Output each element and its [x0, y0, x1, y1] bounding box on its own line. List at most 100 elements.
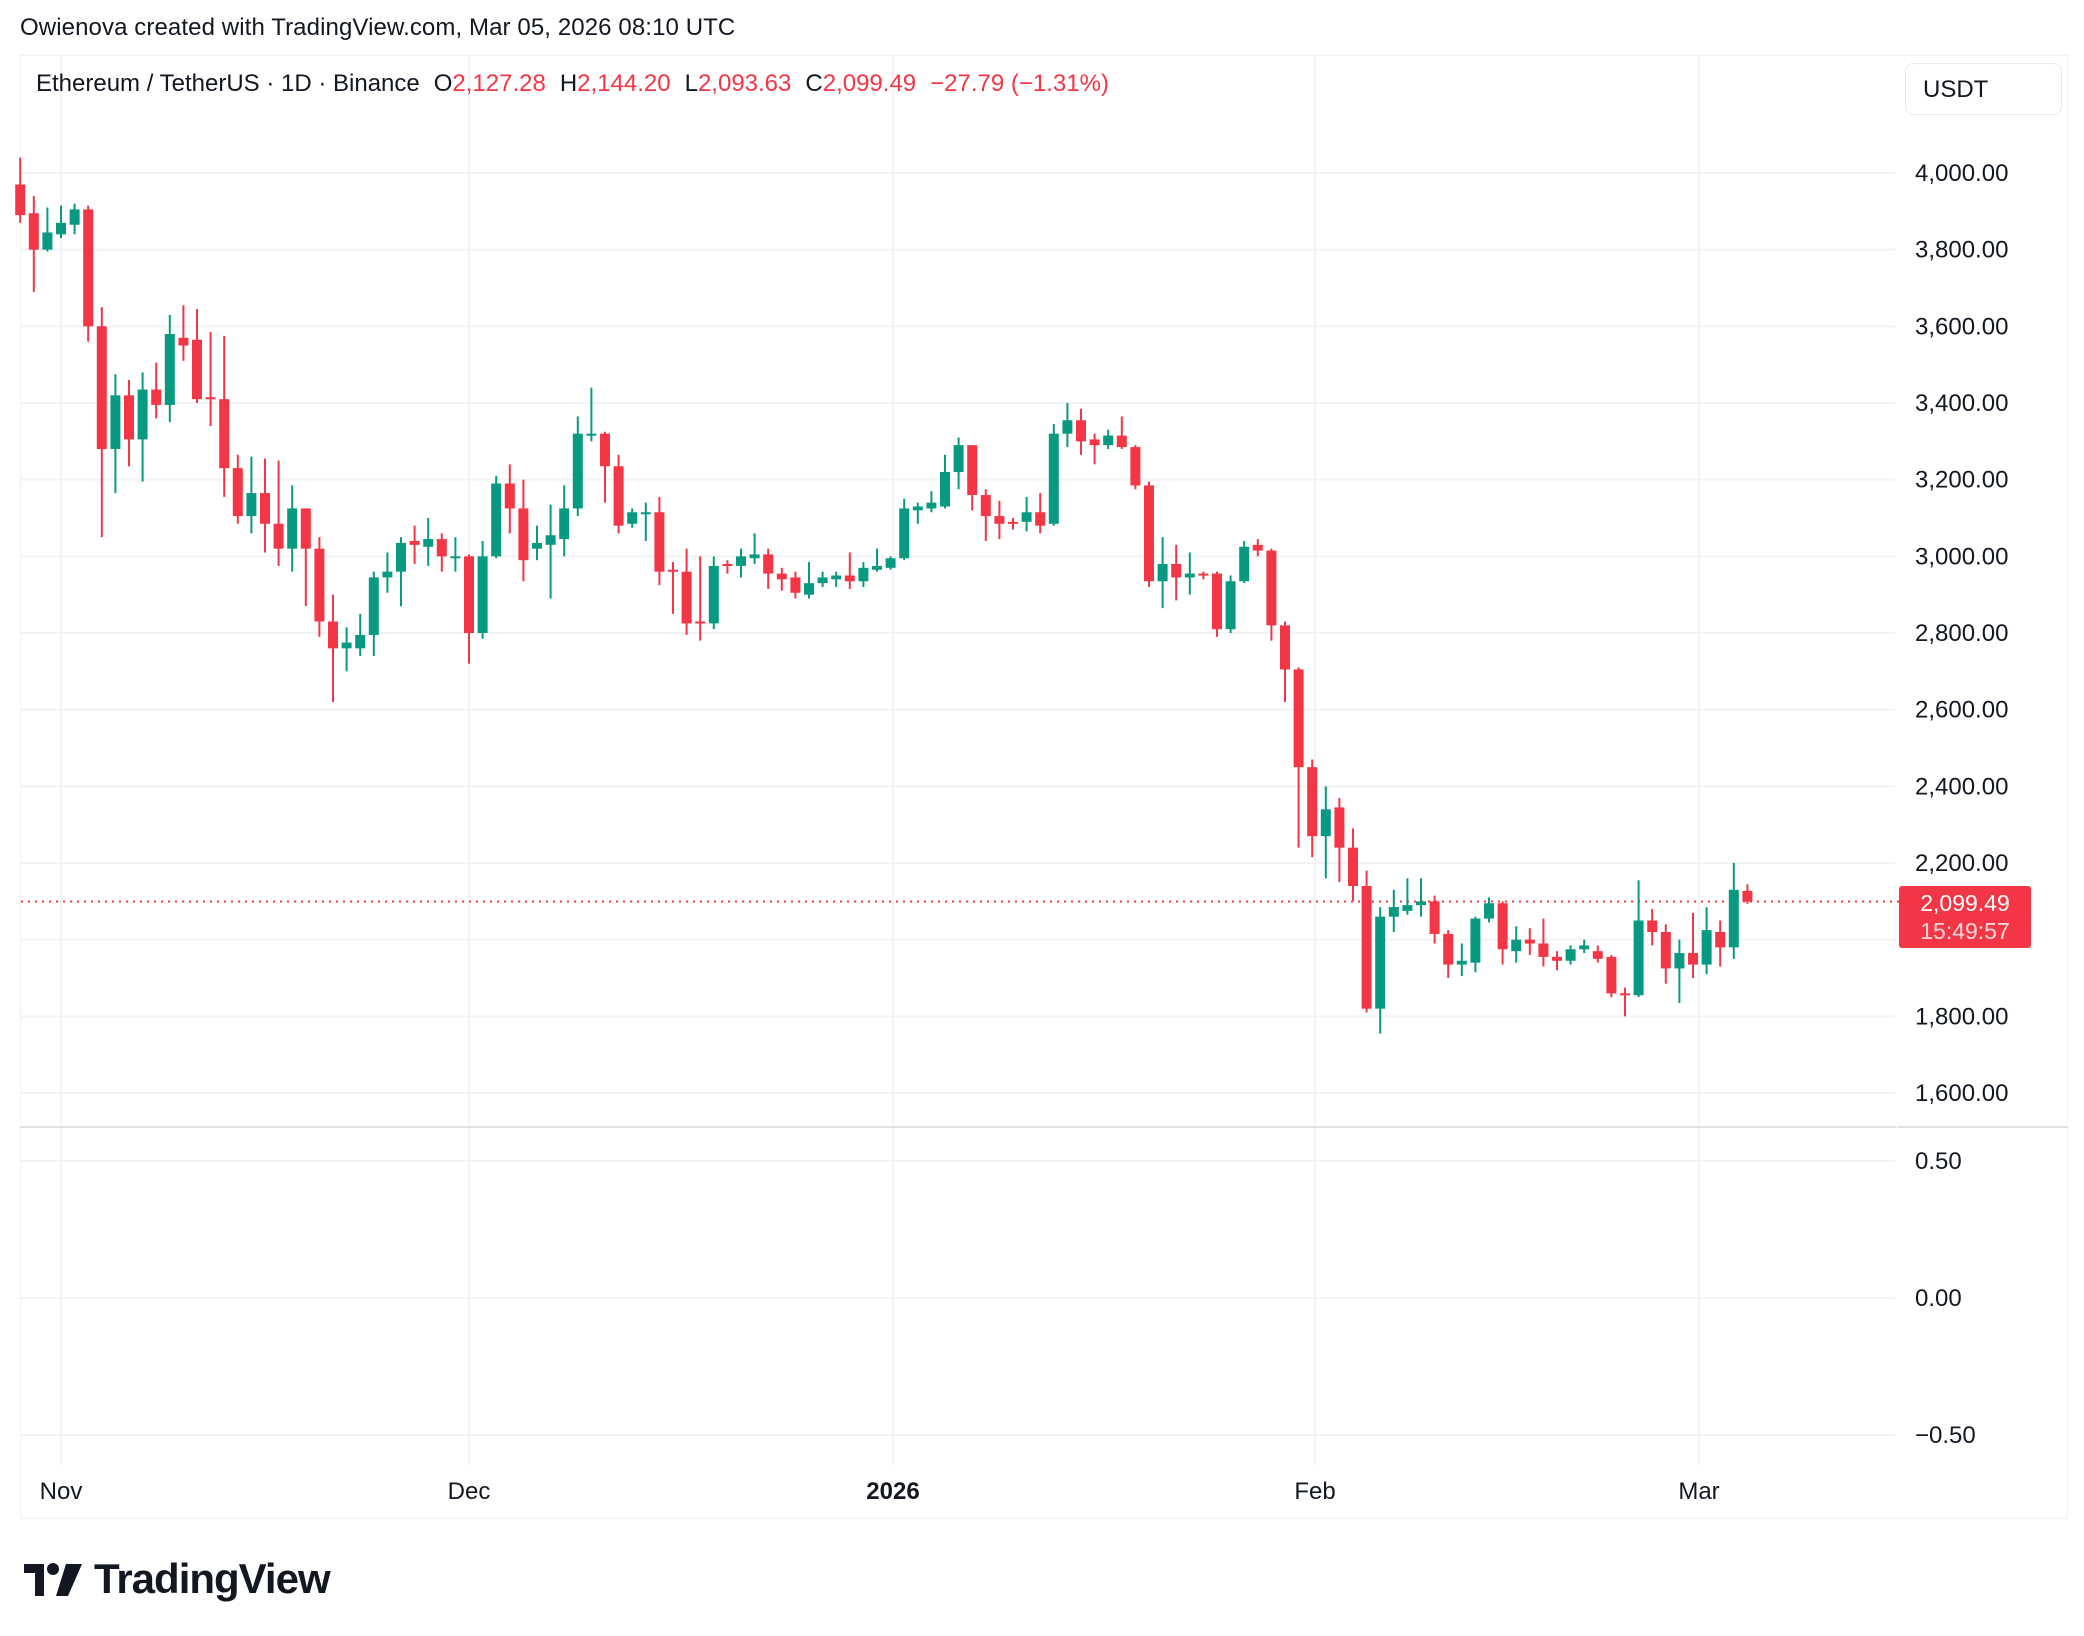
candle	[940, 454, 950, 509]
symbol-title[interactable]: Ethereum / TetherUS · 1D · Binance	[36, 70, 420, 97]
price-tick-label: 3,200.00	[1915, 467, 2008, 494]
indicator-tick-label: 0.00	[1915, 1285, 1962, 1312]
candle	[1184, 552, 1195, 595]
candle	[912, 502, 923, 524]
candle	[627, 508, 638, 528]
candle	[776, 567, 787, 591]
candle	[736, 548, 746, 578]
candle	[1688, 912, 1698, 978]
currency-button[interactable]: USDT	[1905, 63, 2062, 115]
candle	[1524, 928, 1535, 955]
chart-legend: Ethereum / TetherUS · 1D · Binance O 2,1…	[36, 70, 1109, 98]
candle	[42, 207, 53, 252]
candle	[600, 431, 610, 503]
candle	[1470, 916, 1481, 973]
time-tick-label: Dec	[447, 1478, 491, 1505]
candle	[545, 504, 556, 599]
candle	[137, 372, 148, 482]
candle	[532, 525, 542, 561]
candle	[1443, 930, 1454, 978]
tradingview-logo[interactable]: TradingView	[24, 1555, 331, 1603]
candle	[1388, 889, 1399, 932]
candle	[96, 307, 107, 538]
candle	[314, 537, 325, 637]
candle	[1035, 493, 1046, 534]
candle	[1171, 544, 1182, 601]
candle	[1728, 863, 1739, 959]
time-tick-label: Feb	[1294, 1478, 1336, 1505]
candle	[586, 387, 597, 442]
candle	[1334, 797, 1345, 883]
candle	[872, 548, 882, 572]
candle	[1742, 884, 1753, 904]
candle	[1348, 828, 1358, 902]
candle	[749, 533, 760, 564]
candle	[1021, 496, 1032, 532]
candle	[1320, 786, 1331, 879]
price-tick-label: 2,400.00	[1915, 773, 2008, 800]
high-value: 2,144.20	[577, 70, 671, 97]
candle	[423, 518, 434, 566]
candle	[328, 594, 338, 702]
candle	[1008, 518, 1018, 530]
candle	[980, 489, 991, 541]
candle	[708, 556, 719, 630]
price-tick-label: 1,800.00	[1915, 1003, 2008, 1030]
candle	[899, 498, 910, 561]
candle	[722, 560, 733, 574]
candle	[110, 374, 121, 494]
candle	[1538, 918, 1549, 967]
last-price-value: 2,099.49	[1920, 890, 2010, 916]
chart-frame	[20, 55, 2068, 1519]
candle	[1660, 924, 1671, 984]
candle	[1715, 920, 1726, 967]
indicator-tick-label: 0.50	[1915, 1148, 1962, 1175]
price-tick-label: 3,400.00	[1915, 390, 2008, 417]
candle	[355, 613, 366, 656]
candle	[1157, 537, 1168, 609]
candle	[28, 196, 39, 292]
price-tick-label: 2,800.00	[1915, 620, 2008, 647]
candle	[1361, 870, 1372, 1013]
candle	[804, 562, 814, 599]
candle	[1402, 878, 1413, 915]
last-price-tag: 2,099.49 15:49:57	[1899, 886, 2031, 948]
candle	[1456, 943, 1467, 977]
candle	[151, 362, 162, 419]
candle	[219, 335, 230, 497]
price-tick-label: 1,600.00	[1915, 1080, 2008, 1107]
candle	[790, 571, 801, 599]
candle	[1375, 907, 1386, 1034]
price-tick-label: 2,600.00	[1915, 697, 2008, 724]
candle	[1633, 880, 1644, 998]
candle	[1076, 408, 1086, 455]
candle	[844, 552, 855, 589]
candle	[1239, 541, 1250, 584]
candle	[654, 496, 665, 586]
candle	[1062, 403, 1073, 448]
candle	[885, 556, 896, 570]
time-tick-label: 2026	[866, 1478, 920, 1505]
candle	[382, 552, 393, 593]
change-value: −27.79 (−1.31%)	[930, 70, 1109, 97]
candle	[124, 380, 134, 467]
candle	[1103, 429, 1114, 449]
candle	[1579, 939, 1590, 954]
candle	[1416, 878, 1426, 917]
candles	[15, 157, 1753, 1034]
low-key: L	[684, 70, 698, 97]
time-tick-label: Nov	[39, 1478, 83, 1505]
candle	[640, 502, 651, 541]
candle	[491, 475, 502, 559]
candle	[1606, 955, 1617, 998]
candle	[368, 571, 379, 656]
candle	[273, 460, 284, 566]
candle	[559, 485, 570, 557]
candle	[1252, 539, 1263, 557]
candle	[205, 332, 216, 426]
candle	[15, 157, 26, 223]
candle	[341, 627, 352, 672]
candle	[1225, 575, 1236, 633]
chart-attribution: Owienova created with TradingView.com, M…	[20, 14, 736, 41]
